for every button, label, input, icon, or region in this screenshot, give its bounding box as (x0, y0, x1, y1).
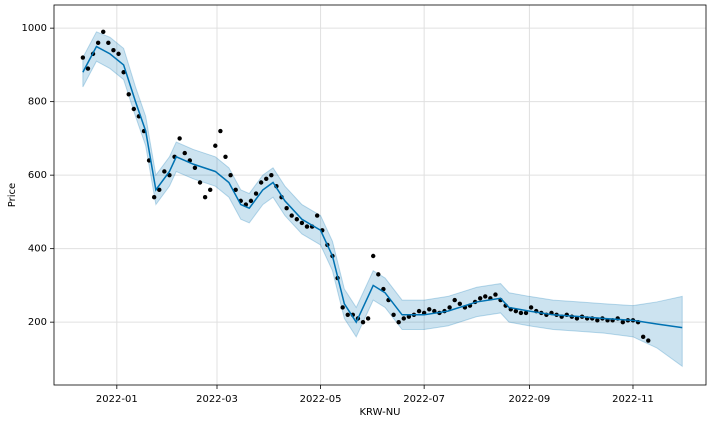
observed-point (101, 29, 106, 35)
observed-point (284, 206, 289, 211)
observed-point (304, 224, 310, 229)
observed-point (85, 66, 91, 71)
observed-point (182, 150, 187, 156)
observed-point (396, 319, 401, 325)
y-tick-label: 200 (28, 317, 47, 328)
x-tick-label: 2022-05 (300, 394, 342, 405)
observed-point (345, 312, 350, 318)
observed-point (299, 220, 305, 226)
y-tick-label: 1000 (22, 23, 47, 34)
observed-point (376, 272, 381, 277)
x-tick-label: 2022-07 (403, 394, 445, 405)
observed-point (111, 48, 116, 53)
observed-point (371, 253, 376, 259)
observed-point (365, 316, 371, 321)
observed-point (513, 308, 519, 314)
observed-point (223, 154, 228, 159)
observed-point (620, 319, 626, 325)
y-axis-label: Price (7, 183, 18, 207)
x-tick-label: 2022-09 (509, 394, 551, 405)
y-tick-label: 400 (28, 244, 47, 255)
observed-point (218, 128, 223, 134)
observed-point (432, 308, 437, 314)
uncertainty-band (82, 31, 683, 368)
observed-point (294, 217, 300, 222)
observed-point (483, 294, 488, 299)
observed-point (192, 165, 198, 171)
observed-point (106, 40, 111, 46)
observed-point (228, 172, 233, 178)
observed-point (528, 305, 534, 310)
y-tick-label: 600 (28, 170, 47, 181)
observed-point (121, 70, 126, 75)
observed-point (151, 195, 157, 200)
x-tick-label: 2022-01 (96, 394, 138, 405)
observed-point (264, 176, 269, 182)
observed-point (360, 319, 366, 325)
observed-point (208, 187, 213, 193)
observed-point (233, 187, 238, 193)
observed-point (574, 316, 580, 321)
observed-point (116, 51, 121, 57)
observed-point (289, 213, 294, 218)
observed-point (427, 307, 432, 312)
observed-point (253, 191, 259, 196)
observed-point (340, 305, 345, 310)
observed-point (213, 143, 218, 148)
observed-point (248, 198, 254, 204)
observed-point (518, 310, 524, 316)
observed-point (197, 180, 203, 185)
observed-point (131, 106, 137, 112)
observed-point (162, 169, 167, 174)
observed-point (177, 136, 182, 141)
y-tick-label: 800 (28, 97, 47, 108)
observed-point (202, 195, 208, 200)
observed-point (416, 308, 422, 314)
observed-point (595, 318, 600, 323)
observed-point (258, 180, 264, 185)
observed-point (523, 310, 529, 316)
forecast-line (82, 45, 683, 329)
observed-point (477, 296, 483, 301)
observed-point (493, 292, 498, 297)
plot-frame (53, 4, 707, 386)
observed-point (126, 92, 131, 97)
observed-point (80, 55, 86, 60)
x-tick-label: 2022-11 (612, 394, 654, 405)
observed-point (452, 297, 457, 303)
observed-point (391, 312, 396, 318)
observed-point (646, 338, 651, 343)
observed-point (269, 172, 274, 178)
observed-point (314, 213, 320, 218)
observed-point (401, 316, 406, 321)
observed-point (95, 40, 101, 46)
observed-point (447, 305, 452, 310)
x-axis-label: KRW-NU (360, 407, 401, 418)
observed-point (157, 187, 162, 193)
observed-point (640, 334, 646, 340)
observed-point (457, 301, 463, 306)
x-tick-label: 2022-03 (196, 394, 238, 405)
